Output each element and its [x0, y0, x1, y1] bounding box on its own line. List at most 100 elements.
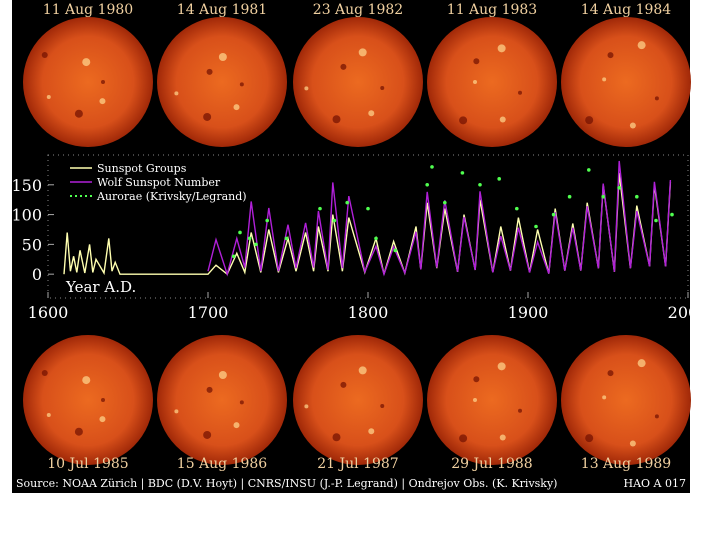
sun-spot: [368, 428, 375, 435]
sun-spot: [41, 369, 48, 376]
sun-spot: [332, 115, 341, 124]
aurora-dot: [374, 236, 378, 241]
series-line: [207, 160, 672, 277]
sun-spot: [380, 86, 385, 91]
sun-disk: [157, 335, 287, 465]
plot-frame: [47, 154, 689, 299]
sun-spot: [82, 58, 91, 67]
sun-spot: [203, 430, 212, 439]
aurora-dot: [393, 248, 398, 253]
aurora-dot: [635, 194, 639, 199]
sun-spot: [499, 116, 506, 123]
y-tick-label: 150: [11, 176, 42, 195]
aurora-dot: [617, 185, 621, 190]
aurora-dot: [265, 218, 270, 223]
sun-spot: [41, 51, 48, 58]
sun-spot: [629, 122, 636, 129]
sun-spot: [499, 434, 506, 441]
sun-spot: [101, 398, 105, 402]
aurora-dot: [430, 165, 434, 169]
sun-spot: [497, 44, 506, 53]
sun-spot: [332, 433, 341, 442]
date-label: 14 Aug 1984: [581, 2, 672, 18]
sun-spot: [174, 409, 179, 414]
y-tick-label: 0: [32, 265, 42, 284]
date-label: 13 Aug 1989: [581, 456, 671, 472]
sun-spot: [82, 376, 91, 385]
sun-spot: [585, 434, 594, 443]
sun-spot: [304, 404, 309, 409]
aurora-dot: [318, 206, 322, 211]
sun-spot: [585, 116, 594, 125]
x-tick-label: 2000: [668, 303, 709, 322]
sun-spot: [99, 416, 106, 423]
date-label: 14 Aug 1981: [177, 2, 267, 18]
legend-label: Sunspot Groups: [97, 162, 187, 175]
aurora-dot: [478, 182, 482, 187]
aurora-dot: [425, 182, 430, 187]
aurora-dot: [670, 212, 674, 217]
x-tick-label: 1900: [508, 303, 549, 322]
sun-spot: [459, 116, 468, 125]
aurora-dot: [332, 218, 337, 223]
aurora-dot: [345, 200, 350, 205]
aurora-dot: [366, 206, 370, 211]
sun-disk: [23, 17, 153, 147]
legend-label: Wolf Sunspot Number: [97, 176, 221, 189]
date-label: 29 Jul 1988: [451, 456, 532, 472]
aurora-dot: [460, 171, 465, 175]
aurora-dot: [654, 218, 658, 223]
sun-spot: [473, 398, 477, 402]
sun-spot: [174, 91, 179, 96]
sun-spot: [607, 52, 614, 59]
aurora-dot: [601, 194, 605, 199]
sun-spot: [239, 400, 244, 405]
aurora-dot: [247, 236, 252, 241]
sun-spot: [637, 41, 646, 50]
sun-spot: [218, 53, 227, 62]
aurora-dot: [587, 168, 591, 172]
credit: HAO A 017: [624, 477, 687, 490]
sun-spot: [239, 82, 244, 87]
aurora-dot: [551, 212, 556, 217]
sun-disk: [293, 17, 423, 147]
aurora-dot: [443, 200, 447, 205]
sun-spot: [473, 58, 480, 65]
aurora-dot: [254, 242, 258, 247]
aurora-dot: [284, 236, 289, 241]
sun-spot: [518, 408, 523, 413]
sun-spot: [654, 414, 659, 419]
x-tick-label: 1700: [188, 303, 229, 322]
y-tick-label: 100: [11, 206, 42, 225]
sun-spot: [607, 370, 614, 377]
aurora-dot: [515, 206, 519, 211]
sun-spot: [233, 422, 240, 429]
date-label: 11 Aug 1983: [447, 2, 537, 18]
x-axis-label: Year A.D.: [65, 278, 136, 296]
sun-spot: [340, 63, 347, 70]
sun-spot: [99, 98, 106, 105]
aurora-dot: [534, 224, 538, 229]
sun-spot: [358, 366, 367, 375]
legend-label: Aurorae (Krivsky/Legrand): [96, 190, 247, 203]
sun-spot: [74, 109, 83, 118]
sun-spot: [340, 381, 347, 388]
sun-disk: [293, 335, 423, 465]
sun-spot: [233, 104, 240, 111]
sun-spot: [497, 362, 506, 371]
sun-disk: [427, 335, 557, 465]
sun-spot: [206, 386, 213, 393]
sun-disk: [157, 17, 287, 147]
sun-spot: [46, 413, 51, 418]
aurora-dot: [238, 230, 242, 235]
source: Source: NOAA Zürich | BDC (D.V. Hoyt) | …: [16, 477, 557, 491]
sun-spot: [218, 371, 227, 380]
sun-spot: [304, 86, 309, 91]
sun-disk: [427, 17, 557, 147]
x-tick-label: 1800: [348, 303, 389, 322]
sun-spot: [459, 434, 468, 443]
date-label: 11 Aug 1980: [43, 2, 133, 18]
aurora-dot: [497, 177, 502, 181]
sun-spot: [602, 77, 607, 82]
